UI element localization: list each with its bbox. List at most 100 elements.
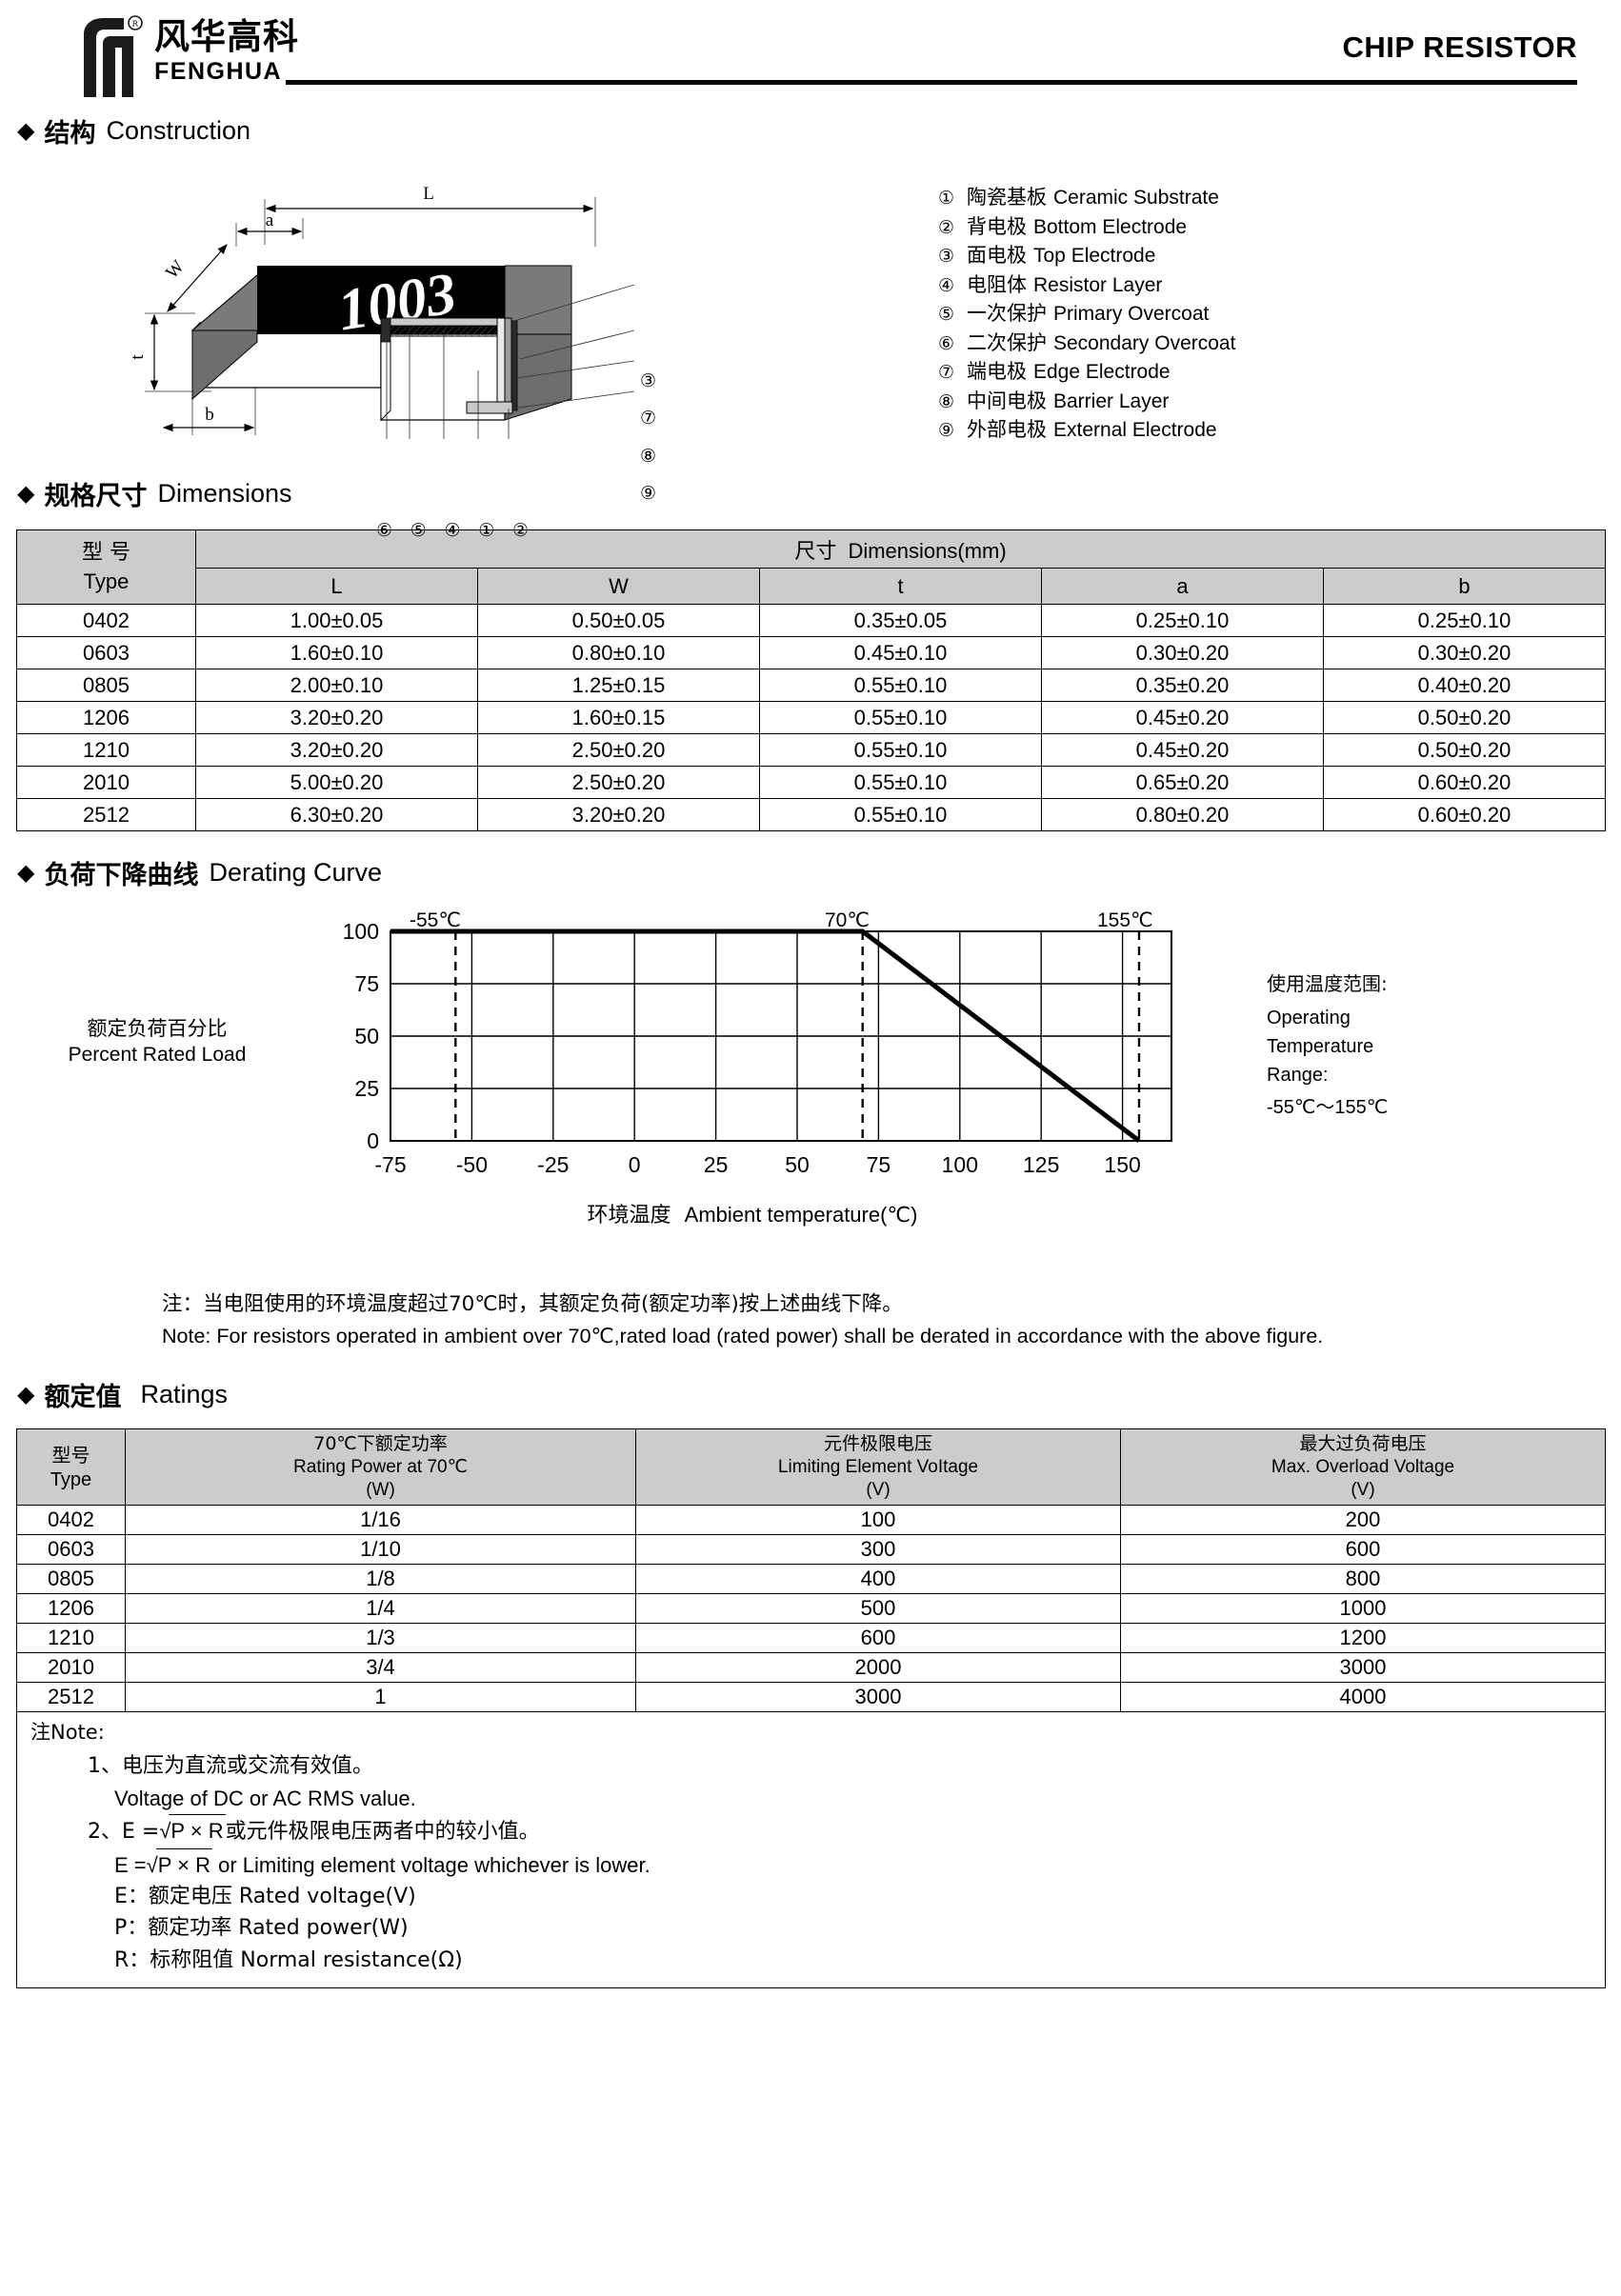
header-type: 型号 Type — [16, 1428, 126, 1507]
column-header-a: a — [1041, 568, 1324, 605]
cell-overload: 800 — [1120, 1564, 1606, 1595]
x-tick-0: 0 — [629, 1152, 641, 1177]
table-row: 0805 1/8 400 800 — [16, 1564, 1606, 1595]
note-2-suffix: 或元件极限电压两者中的较小值。 — [225, 1820, 540, 1845]
header-limiting-cn: 元件极限电压 — [823, 1433, 932, 1455]
cell-a: 0.45±0.20 — [1041, 701, 1324, 734]
header-type-en: Type — [83, 569, 130, 593]
table-row: 0402 1.00±0.05 0.50±0.05 0.35±0.05 0.25±… — [16, 604, 1607, 637]
legend-label-cn: 一次保护 — [967, 302, 1047, 325]
note-2-en-suffix: or Limiting element voltage whichever is… — [211, 1852, 650, 1877]
cell-b: 0.50±0.20 — [1322, 701, 1607, 734]
section-heading-ratings: ◆ 额定值 Ratings — [17, 1376, 1621, 1413]
cell-type: 0402 — [16, 604, 196, 637]
callout-5: ⑤ — [410, 520, 427, 541]
legend-label-en: Top Electrode — [1033, 245, 1156, 267]
legend-label-cn: 外部电极 — [967, 418, 1047, 441]
cell-t: 0.55±0.10 — [759, 701, 1042, 734]
x-tick-100: 100 — [942, 1152, 978, 1177]
y-axis-label-en: Percent Rated Load — [68, 1044, 247, 1067]
cell-type: 0603 — [16, 636, 196, 669]
legend-item-6: ⑥ 二次保护 Secondary Overcoat — [938, 331, 1236, 354]
cell-power: 1/3 — [125, 1623, 636, 1654]
marker-label-minus55: -55℃ — [410, 909, 461, 931]
cell-type: 0402 — [16, 1505, 126, 1536]
diamond-bullet-icon: ◆ — [17, 859, 35, 886]
header-divider — [286, 80, 1577, 85]
cell-W: 2.50±0.20 — [477, 766, 760, 799]
header-overload-unit: (V) — [1351, 1479, 1375, 1500]
operating-temperature-range: 使用温度范围: Operating Temperature Range: -55… — [1267, 969, 1388, 1122]
sqrt-formula-icon: √P × R — [159, 1814, 226, 1847]
legend-label-cn: 端电极 — [967, 360, 1027, 383]
cell-limiting: 400 — [635, 1564, 1121, 1595]
y-axis-label-cn: 额定负荷百分比 — [87, 1017, 228, 1040]
column-header-W: W — [477, 568, 760, 605]
legend-number-icon: ⑧ — [938, 390, 955, 412]
legend-item-3: ③ 面电极 Top Electrode — [938, 245, 1235, 267]
table-subheader-row: L W t a b — [17, 568, 1607, 605]
cell-power: 1/4 — [125, 1593, 636, 1625]
legend-item-8: ⑧ 中间电极 Barrier Layer — [938, 390, 1235, 412]
legend-item-2: ② 背电极 Bottom Electrode — [938, 216, 1235, 237]
callout-numbers-right: ③ ⑦ ⑧ ⑨ — [640, 370, 656, 504]
cell-t: 0.55±0.10 — [759, 669, 1042, 702]
callout-1: ① — [478, 520, 495, 541]
notes-row: 注Note: 1、电压为直流或交流有效值。 Voltage of DC or A… — [16, 1711, 1606, 1989]
legend-item-9: ⑨ 外部电极 External Electrode — [938, 418, 1235, 441]
cell-type: 1210 — [16, 1623, 126, 1654]
cell-type: 2010 — [16, 766, 196, 799]
group-title-en: Dimensions(mm) — [848, 538, 1007, 563]
header-overload-cn: 最大过负荷电压 — [1299, 1433, 1427, 1455]
header-power-unit: (W) — [366, 1479, 395, 1500]
column-header-t: t — [759, 568, 1042, 605]
header-power-cn: 70℃下额定功率 — [313, 1433, 448, 1455]
svg-text:t: t — [128, 354, 148, 360]
legend-item-7: ⑦ 端电极 Edge Electrode — [938, 360, 1235, 383]
notes-title: 注Note: — [30, 1721, 105, 1745]
legend-label-en: Secondary Overcoat — [1053, 331, 1236, 354]
header-type: 型 号 Type — [16, 529, 196, 605]
cell-W: 0.50±0.05 — [477, 604, 760, 637]
legend-label-en: Edge Electrode — [1033, 361, 1171, 383]
legend-number-icon: ① — [938, 188, 955, 209]
table-row: 0805 2.00±0.10 1.25±0.15 0.55±0.10 0.35±… — [16, 669, 1607, 702]
cell-W: 1.25±0.15 — [477, 669, 760, 702]
table-header-row: 型 号 Type 尺寸 Dimensions(mm) — [16, 529, 1607, 605]
section-title-en: Derating Curve — [209, 858, 383, 887]
section-heading-derating: ◆ 负荷下降曲线 Derating Curve — [17, 854, 1621, 891]
cell-overload: 4000 — [1120, 1682, 1606, 1713]
cell-a: 0.80±0.20 — [1041, 798, 1324, 831]
header-type-cn: 型号 — [51, 1443, 90, 1467]
header-limiting-unit: (V) — [866, 1479, 891, 1500]
marker-label-155: 155℃ — [1097, 909, 1153, 931]
cell-b: 0.25±0.10 — [1322, 604, 1607, 637]
marker-label-70: 70℃ — [825, 909, 870, 931]
section-heading-construction: ◆ 结构 Construction — [17, 112, 1621, 150]
cell-type: 1206 — [16, 1593, 126, 1625]
legend-number-icon: ④ — [938, 274, 955, 296]
table-header-row: 型号 Type 70℃下额定功率 Rating Power at 70℃ (W)… — [16, 1428, 1606, 1507]
chart-y-axis-label: 额定负荷百分比 Percent Rated Load — [19, 1015, 295, 1069]
legend-item-4: ④ 电阻体 Resistor Layer — [938, 274, 1235, 296]
header-type-en: Type — [50, 1468, 92, 1490]
legend-label-en: External Electrode — [1053, 419, 1217, 441]
legend-item-1: ① 陶瓷基板 Ceramic Substrate — [938, 186, 1235, 209]
section-title-en: Dimensions — [157, 479, 292, 508]
legend-label-cn: 陶瓷基板 — [967, 186, 1047, 209]
section-title-cn: 规格尺寸 — [44, 482, 148, 511]
ratings-notes: 注Note: 1、电压为直流或交流有效值。 Voltage of DC or A… — [16, 1711, 1606, 1989]
y-tick-100: 100 — [343, 919, 379, 944]
brand-name-en: FENGHUA — [154, 57, 283, 85]
callout-8: ⑧ — [640, 445, 657, 467]
column-header-b: b — [1322, 568, 1607, 605]
page-title: CHIP RESISTOR — [1342, 30, 1577, 64]
svg-text:W: W — [162, 257, 189, 283]
page-header: R 风华高科 FENGHUA CHIP RESISTOR — [0, 0, 1621, 112]
operating-range-value: -55℃～155℃ — [1267, 1097, 1389, 1118]
cell-t: 0.55±0.10 — [759, 766, 1042, 799]
cell-limiting: 500 — [635, 1593, 1121, 1625]
x-tick-50: 50 — [785, 1152, 810, 1177]
chip-construction-diagram: L a W t b 1003 — [105, 170, 638, 461]
note-2-prefix: 2、E = — [88, 1820, 160, 1845]
